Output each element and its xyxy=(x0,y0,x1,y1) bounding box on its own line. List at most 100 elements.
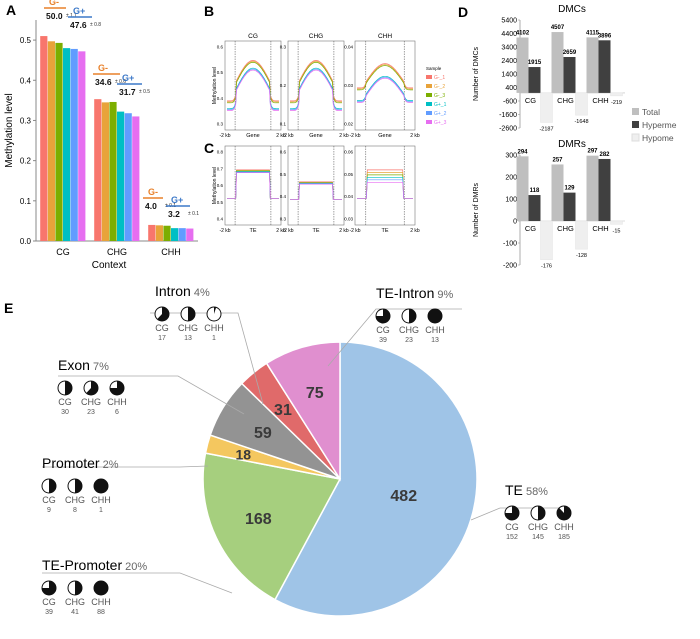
profile-line xyxy=(357,63,413,89)
bar xyxy=(94,99,102,242)
hyper-value-label: 282 xyxy=(599,152,610,158)
total-bar xyxy=(516,37,529,93)
x-tick-label: CHH xyxy=(592,96,608,105)
dmc-bar-chart: DMCs Number of DMCs 5400 4400 3400 2400 1400 40… xyxy=(473,4,677,143)
profile-line xyxy=(290,181,342,201)
y-tick-label: 300 xyxy=(505,153,517,160)
hypo-value-label: -176 xyxy=(541,264,552,270)
x-tick-label: -2 kb xyxy=(349,228,360,234)
y-tick-label: 1400 xyxy=(501,72,517,79)
x-tick-label: -2 kb xyxy=(349,133,360,139)
pie-slice xyxy=(202,452,342,601)
hyper-bar xyxy=(528,67,541,93)
y-tick-label: 0.6 xyxy=(217,45,224,50)
bar xyxy=(178,228,186,241)
y-tick-label: 0.4 xyxy=(217,96,224,101)
facet-frame xyxy=(287,145,345,226)
bar xyxy=(70,48,78,241)
x-tick-label: 2 kb xyxy=(339,133,349,139)
profile-line xyxy=(290,67,342,110)
context-count-label: 23 xyxy=(87,409,95,416)
sd-label: ± 0.1 xyxy=(188,211,199,217)
bar xyxy=(148,224,156,241)
context-count-label: 9 xyxy=(47,507,51,514)
chart-title: DMCs xyxy=(558,4,586,15)
profile-line xyxy=(357,172,413,199)
y-tick-label: 0.1 xyxy=(20,197,32,206)
profile-line xyxy=(290,182,342,201)
x-tick-label: -2 kb xyxy=(282,228,293,234)
y-tick-label: -600 xyxy=(503,99,517,106)
legend-label: Hyperme xyxy=(642,120,677,130)
mean-label: 4.0 xyxy=(145,201,157,211)
context-label: CG xyxy=(42,495,56,505)
facet-frame xyxy=(354,40,416,131)
bar xyxy=(155,225,163,241)
bar xyxy=(132,116,140,241)
profile-line xyxy=(290,183,342,201)
y-tick-label: 0.03 xyxy=(344,83,353,88)
panel-label-d: D xyxy=(458,4,468,20)
y-tick-label: 0.2 xyxy=(280,83,287,88)
x-tick-label: CHG xyxy=(107,247,127,257)
total-value-label: 4115 xyxy=(586,30,600,36)
x-tick-label: CHG xyxy=(557,96,574,105)
y-axis-title: Number of DMCs xyxy=(473,46,480,101)
profile-line xyxy=(290,183,342,201)
pie-slice xyxy=(265,341,341,482)
hyper-value-label: 129 xyxy=(564,186,575,192)
slice-value-label: 168 xyxy=(245,511,272,528)
group-label: G- xyxy=(49,0,59,7)
facet-frame xyxy=(224,145,282,226)
context-label: CG xyxy=(42,597,56,607)
legend-swatch xyxy=(632,108,639,115)
legend-swatch xyxy=(426,120,432,124)
context-label: CHH xyxy=(91,597,111,607)
total-value-label: 4507 xyxy=(551,25,565,31)
y-tick-label: 0.04 xyxy=(344,45,353,50)
hypo-bar xyxy=(575,220,588,250)
x-tick-label: CG xyxy=(525,96,536,105)
feature-name-label: TE-Intron 9% xyxy=(376,285,454,301)
profile-line xyxy=(357,174,413,199)
hypo-bar xyxy=(610,92,623,97)
mean-label: 47.6 xyxy=(70,20,87,30)
x-tick-label: 2 kb xyxy=(410,228,420,234)
context-label: CHG xyxy=(399,325,419,335)
context-label: CHG xyxy=(65,597,85,607)
bar xyxy=(63,48,71,241)
y-tick-label: 0.6 xyxy=(217,183,224,188)
bar xyxy=(163,225,171,241)
y-tick-label: 100 xyxy=(505,197,517,204)
slice-value-label: 18 xyxy=(236,446,252,462)
context-count-label: 1 xyxy=(212,335,216,342)
y-axis-title: Methylation level xyxy=(212,167,218,204)
y-tick-label: 5400 xyxy=(501,18,517,25)
facet-frame xyxy=(354,145,416,226)
context-pie-fill xyxy=(49,479,56,493)
hyper-value-label: 3896 xyxy=(598,33,612,39)
profile-line xyxy=(357,169,413,199)
y-tick-label: 400 xyxy=(505,85,517,92)
profile-line xyxy=(227,68,279,110)
facet-frame xyxy=(224,40,282,131)
context-pie-fill xyxy=(214,307,217,314)
facet-title: CHG xyxy=(309,33,323,40)
y-tick-label: 3400 xyxy=(501,45,517,52)
total-bar xyxy=(516,156,529,221)
pie-slice xyxy=(273,341,478,617)
y-tick-label: 4400 xyxy=(501,31,517,38)
slice-value-label: 59 xyxy=(254,425,272,442)
feature-name-label: TE-Promoter 20% xyxy=(42,557,147,573)
hypo-bar xyxy=(540,220,553,260)
hyper-value-label: 2659 xyxy=(563,50,577,56)
profile-line xyxy=(290,182,342,201)
legend-swatch xyxy=(426,93,432,97)
total-value-label: 257 xyxy=(552,157,563,163)
profile-line xyxy=(357,76,413,102)
y-axis-title: Methylation level xyxy=(4,93,15,167)
context-label: CG xyxy=(505,522,519,532)
hypo-value-label: -1648 xyxy=(574,119,588,125)
